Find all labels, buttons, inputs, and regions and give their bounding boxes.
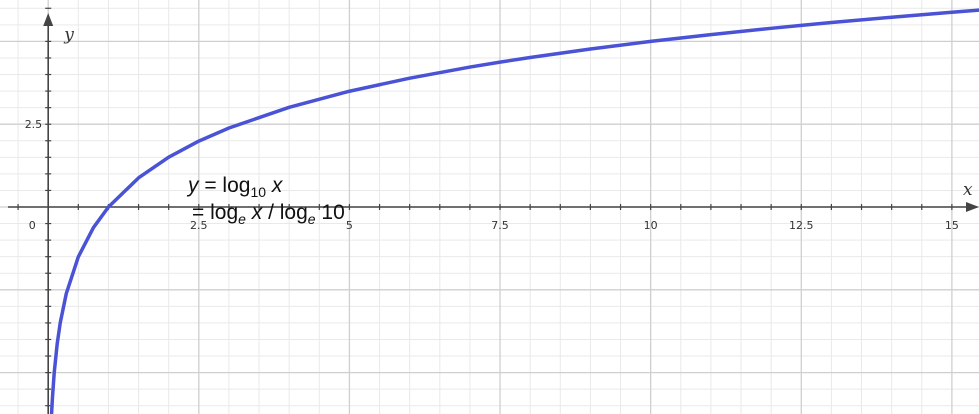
formula-log-e: = log [192, 201, 238, 224]
formula-log: = log [199, 174, 251, 197]
formula-sub-10: 10 [250, 184, 266, 200]
x-tick-label: 7.5 [491, 219, 509, 232]
formula-div-log: / log [262, 201, 308, 224]
x-tick-label: 2.5 [190, 219, 208, 232]
y-tick-label: 2.5 [25, 118, 43, 131]
x-axis-label: x [963, 180, 973, 200]
formula-sub-e-1: e [238, 211, 246, 227]
formula-line-2: = loge x / loge 10 [192, 201, 345, 227]
series-line-log10 [49, 8, 979, 414]
axis-ticks [17, 7, 953, 407]
x-tick-label: 12.5 [789, 219, 814, 232]
formula-annotation: y = log10 x = loge x / loge 10 [186, 174, 345, 227]
y-axis-label: y [63, 25, 74, 45]
formula-line-1: y = log10 x [186, 174, 284, 200]
axes [8, 13, 979, 414]
formula-x: x [266, 174, 284, 197]
formula-ten: 10 [316, 201, 345, 224]
formula-x-2: x [246, 201, 264, 224]
tick-labels: 0 2.5 5 7.5 10 12.5 15 2.5 [25, 118, 959, 232]
x-axis-arrow-icon [966, 202, 979, 212]
x-tick-label: 5 [346, 219, 353, 232]
formula-sub-e-2: e [308, 211, 316, 227]
x-tick-label: 10 [644, 219, 658, 232]
x-tick-label: 15 [945, 219, 959, 232]
x-tick-label: 0 [29, 219, 36, 232]
y-axis-arrow-icon [43, 13, 54, 26]
formula-y: y [186, 174, 200, 197]
